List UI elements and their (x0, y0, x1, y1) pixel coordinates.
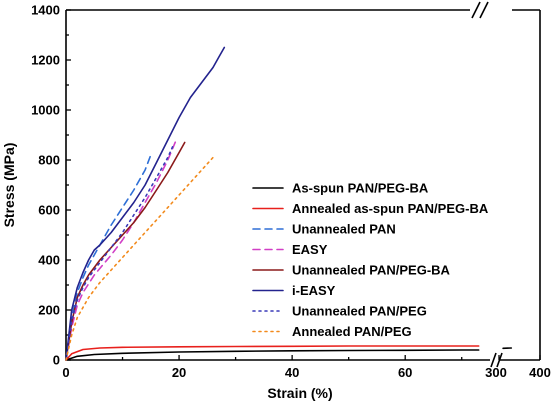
y-tick-label: 600 (38, 203, 60, 218)
axes: 0 200 400 600 800 1000 1200 1400 0 20 40 60 300 400 (31, 1, 551, 380)
series-line-4 (65, 141, 186, 361)
x-tick-label: 300 (485, 365, 507, 380)
legend-label: As-spun PAN/PEG-BA (292, 181, 429, 196)
legend: As-spun PAN/PEG-BA Annealed as-spun PAN/P… (252, 181, 489, 339)
y-tick-label: 1000 (31, 103, 60, 118)
legend-label: Annealed PAN/PEG (292, 324, 412, 339)
series-line-5 (65, 46, 226, 361)
legend-label: Annealed as-spun PAN/PEG-BA (292, 201, 489, 216)
series-line-1 (65, 345, 480, 361)
y-tick-label: 1400 (31, 3, 60, 18)
axis-break-mark (471, 1, 481, 19)
legend-label: Unannealed PAN/PEG (292, 304, 427, 319)
series-line-0 (65, 349, 480, 361)
axis-break-mark (490, 352, 497, 368)
x-tick-label: 0 (62, 365, 69, 380)
y-tick-label: 200 (38, 303, 60, 318)
x-tick-label: 40 (285, 365, 299, 380)
series-line-7 (65, 156, 214, 361)
series-line-3 (65, 139, 177, 361)
series-group (65, 46, 513, 361)
legend-label: EASY (292, 242, 328, 257)
axis-break-mark (479, 1, 489, 19)
y-axis-title: Stress (MPa) (1, 143, 17, 228)
y-tick-label: 1200 (31, 53, 60, 68)
x-tick-label: 20 (172, 365, 186, 380)
x-axis-title: Strain (%) (267, 385, 332, 401)
y-tick-label: 800 (38, 153, 60, 168)
x-tick-label: 60 (398, 365, 412, 380)
legend-label: Unannealed PAN/PEG-BA (292, 263, 451, 278)
x-tick-label: 400 (529, 365, 551, 380)
y-tick-label: 0 (53, 353, 60, 368)
y-tick-label: 400 (38, 253, 60, 268)
series-line-6 (65, 144, 175, 361)
legend-label: Unannealed PAN (292, 222, 396, 237)
legend-label: i-EASY (292, 283, 336, 298)
